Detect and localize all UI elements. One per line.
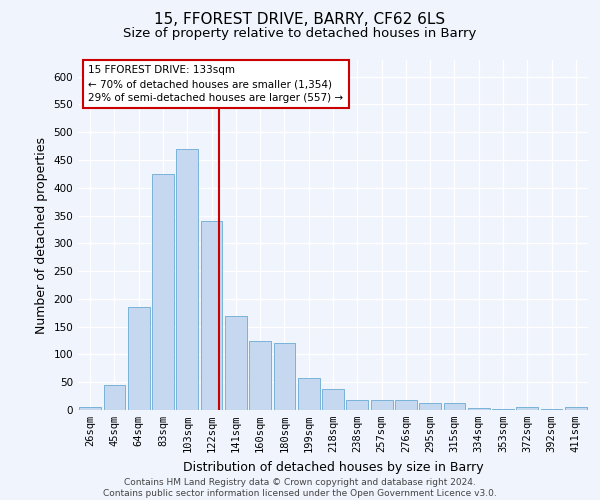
Bar: [128, 307, 149, 410]
Y-axis label: Number of detached properties: Number of detached properties: [35, 136, 48, 334]
Bar: [152, 174, 174, 410]
Bar: [104, 385, 125, 410]
Bar: [517, 407, 538, 410]
Bar: [419, 404, 441, 410]
Bar: [443, 404, 466, 410]
Bar: [79, 407, 101, 410]
Bar: [274, 344, 295, 410]
Text: 15 FFOREST DRIVE: 133sqm
← 70% of detached houses are smaller (1,354)
29% of sem: 15 FFOREST DRIVE: 133sqm ← 70% of detach…: [88, 66, 343, 104]
Bar: [468, 408, 490, 410]
X-axis label: Distribution of detached houses by size in Barry: Distribution of detached houses by size …: [182, 460, 484, 473]
Bar: [249, 340, 271, 410]
Bar: [298, 378, 320, 410]
Text: 15, FFOREST DRIVE, BARRY, CF62 6LS: 15, FFOREST DRIVE, BARRY, CF62 6LS: [154, 12, 446, 28]
Bar: [200, 221, 223, 410]
Bar: [225, 316, 247, 410]
Bar: [346, 400, 368, 410]
Bar: [176, 149, 198, 410]
Bar: [371, 400, 392, 410]
Text: Contains HM Land Registry data © Crown copyright and database right 2024.
Contai: Contains HM Land Registry data © Crown c…: [103, 478, 497, 498]
Bar: [541, 409, 562, 410]
Bar: [565, 407, 587, 410]
Text: Size of property relative to detached houses in Barry: Size of property relative to detached ho…: [124, 28, 476, 40]
Bar: [322, 389, 344, 410]
Bar: [395, 400, 417, 410]
